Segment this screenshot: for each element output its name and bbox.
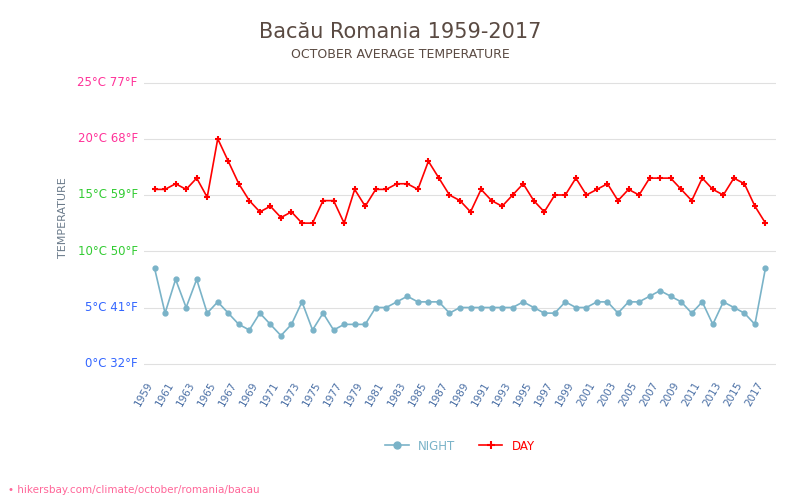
Y-axis label: TEMPERATURE: TEMPERATURE (58, 177, 68, 258)
Text: 15°C 59°F: 15°C 59°F (78, 188, 138, 202)
Text: 5°C 41°F: 5°C 41°F (85, 301, 138, 314)
Legend: NIGHT, DAY: NIGHT, DAY (380, 435, 540, 458)
Text: • hikersbay.com/climate/october/romania/bacau: • hikersbay.com/climate/october/romania/… (8, 485, 260, 495)
Text: 20°C 68°F: 20°C 68°F (78, 132, 138, 145)
Text: 25°C 77°F: 25°C 77°F (78, 76, 138, 89)
Text: Bacău Romania 1959-2017: Bacău Romania 1959-2017 (259, 22, 541, 42)
Text: OCTOBER AVERAGE TEMPERATURE: OCTOBER AVERAGE TEMPERATURE (290, 48, 510, 60)
Text: 10°C 50°F: 10°C 50°F (78, 244, 138, 258)
Text: 0°C 32°F: 0°C 32°F (85, 357, 138, 370)
